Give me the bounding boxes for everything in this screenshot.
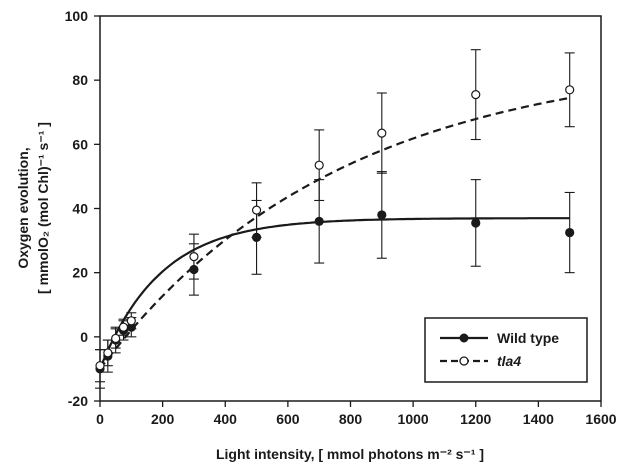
point-tla4 bbox=[103, 348, 113, 358]
point-tla4 bbox=[565, 85, 575, 95]
data-points bbox=[95, 85, 575, 374]
legend-marker-tla4 bbox=[459, 356, 469, 366]
point-tla4 bbox=[111, 333, 121, 344]
legend-marker-wild-type bbox=[459, 333, 469, 343]
legend-label-wild-type: Wild type bbox=[497, 330, 559, 346]
point-tla4 bbox=[118, 322, 129, 332]
x-axis-title: Light intensity, [ mmol photons m⁻² s⁻¹ … bbox=[216, 446, 484, 462]
y-tick-label: 60 bbox=[72, 136, 88, 152]
point-wild-type bbox=[377, 210, 387, 220]
x-tick-label: 0 bbox=[96, 411, 104, 427]
point-wild-type bbox=[189, 264, 199, 275]
point-tla4 bbox=[471, 90, 481, 100]
point-tla4 bbox=[251, 205, 262, 215]
y-tick-label: 40 bbox=[72, 201, 88, 217]
y-axis-title-line1: Oxygen evolution, bbox=[15, 147, 31, 268]
x-tick-label: 600 bbox=[276, 411, 300, 427]
x-tick-label: 1400 bbox=[523, 411, 554, 427]
y-tick-label: 80 bbox=[72, 72, 88, 88]
x-tick-label: 200 bbox=[151, 411, 175, 427]
point-tla4 bbox=[189, 252, 199, 262]
fit-curve-tla4 bbox=[99, 96, 570, 370]
point-wild-type bbox=[565, 227, 575, 238]
legend: Wild type tla4 bbox=[424, 317, 588, 383]
point-wild-type bbox=[471, 218, 481, 228]
x-tick-label: 400 bbox=[214, 411, 238, 427]
y-tick-label: -20 bbox=[68, 393, 88, 409]
y-tick-label: 0 bbox=[80, 329, 88, 345]
x-tick-label: 1000 bbox=[398, 411, 429, 427]
y-tick-label: 20 bbox=[72, 265, 88, 281]
fit-curve-wild-type bbox=[98, 217, 570, 370]
point-tla4 bbox=[95, 361, 105, 371]
point-wild-type bbox=[314, 216, 324, 226]
y-tick-label: 100 bbox=[65, 8, 89, 24]
point-tla4 bbox=[314, 160, 324, 170]
y-axis-title-line2: [ mmolO₂ (mol Chl)⁻¹ s⁻¹ ] bbox=[35, 122, 51, 294]
x-tick-label: 1200 bbox=[460, 411, 491, 427]
axes: 0 200 400 600 800 1000 1200 1400 1600 -20 0 20 40 60 8… bbox=[65, 8, 617, 427]
point-tla4 bbox=[126, 316, 136, 326]
fit-curves bbox=[98, 96, 570, 370]
x-tick-label: 800 bbox=[339, 411, 363, 427]
point-wild-type bbox=[251, 232, 262, 242]
legend-label-tla4: tla4 bbox=[497, 353, 521, 369]
legend-box bbox=[424, 317, 588, 383]
x-tick-label: 1600 bbox=[585, 411, 616, 427]
point-tla4 bbox=[377, 128, 387, 138]
